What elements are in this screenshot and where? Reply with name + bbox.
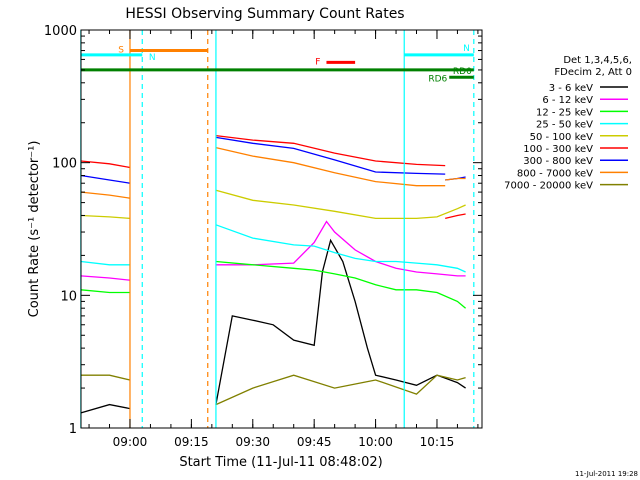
legend-title-line-1: FDecim 2, Att 0 (554, 67, 632, 78)
legend-label-8: 7000 - 20000 keV (504, 181, 593, 192)
series-800-7000-kev-segment-1 (215, 146, 446, 187)
series-800-7000-kev-segment-2 (445, 177, 466, 181)
flag-label-rd0-4: RD0 (453, 67, 472, 77)
x-tick-label-1: 09:15 (174, 435, 209, 449)
flag-label-n-2: N (463, 44, 470, 54)
legend-label-2: 12 - 25 keV (536, 107, 593, 118)
legend-label-6: 300 - 800 keV (523, 156, 593, 167)
flag-label-s-0: S (118, 46, 124, 56)
series-25-50-kev-segment-0 (80, 260, 130, 266)
flag-bars: S N N F RD0 RD6 (80, 44, 474, 84)
plot-frame (80, 29, 483, 429)
timestamp: 11-Jul-2011 19:28 (575, 470, 638, 478)
vertical-marker-lines (80, 30, 475, 428)
series-7000-20000-kev-segment-0 (80, 374, 131, 381)
series-25-50-kev-segment-1 (215, 224, 466, 273)
flag-label-n-1: N (149, 53, 156, 63)
legend-label-0: 3 - 6 keV (549, 83, 593, 94)
legend-label-4: 50 - 100 keV (530, 132, 594, 143)
y-tick-label-2: 100 (52, 157, 77, 172)
series-300-800-kev-segment-0 (80, 174, 131, 184)
series-12-25-kev-segment-1 (215, 260, 467, 309)
flag-label-f-3: F (315, 57, 320, 67)
series-7000-20000-kev-segment-1 (215, 374, 466, 406)
flag-label-rd6-5: RD6 (428, 74, 447, 84)
x-tick-label-5: 10:15 (420, 435, 455, 449)
y-tick-label-1: 10 (60, 289, 77, 304)
data-layer (80, 134, 467, 414)
legend-label-1: 6 - 12 keV (542, 95, 593, 106)
y-tick-label-3: 1000 (44, 24, 77, 39)
series-12-25-kev-segment-0 (80, 289, 130, 294)
y-axis-ticks: 1 10 100 1000 (44, 24, 482, 437)
series-3-6-kev-segment-1 (215, 238, 466, 405)
legend-label-5: 100 - 300 keV (523, 144, 593, 155)
series-100-300-kev-segment-2 (445, 213, 466, 220)
legend: Det 1,3,4,5,6,FDecim 2, Att 0 3 - 6 keV6 … (504, 55, 632, 192)
series-800-7000-kev-segment-0 (80, 191, 131, 199)
x-tick-label-0: 09:00 (113, 435, 148, 449)
x-axis-ticks: 09:00 09:15 09:30 09:45 10:00 10:15 (88, 30, 479, 449)
y-axis-label: Count Rate (s⁻¹ detector⁻¹) (27, 141, 42, 318)
x-tick-label-4: 10:00 (358, 435, 393, 449)
legend-label-3: 25 - 50 keV (536, 120, 593, 131)
series-100-300-kev-segment-0 (80, 160, 131, 169)
y-tick-label-0: 1 (69, 422, 77, 437)
series-6-12-kev-segment-0 (80, 275, 131, 281)
x-tick-label-3: 09:45 (297, 435, 332, 449)
chart-title: HESSI Observing Summary Count Rates (125, 6, 404, 22)
series-6-12-kev-segment-1 (215, 220, 466, 277)
series-50-100-kev-segment-0 (80, 214, 131, 220)
series-3-6-kev-segment-0 (80, 403, 131, 414)
x-tick-label-2: 09:30 (235, 435, 270, 449)
series-50-100-kev-segment-1 (215, 189, 466, 220)
series-100-300-kev-segment-1 (215, 134, 446, 167)
x-axis-label: Start Time (11-Jul-11 08:48:02) (179, 455, 382, 470)
legend-title-line-0: Det 1,3,4,5,6, (563, 55, 632, 66)
legend-label-7: 800 - 7000 keV (517, 168, 593, 179)
series-300-800-kev-segment-1 (215, 136, 446, 175)
